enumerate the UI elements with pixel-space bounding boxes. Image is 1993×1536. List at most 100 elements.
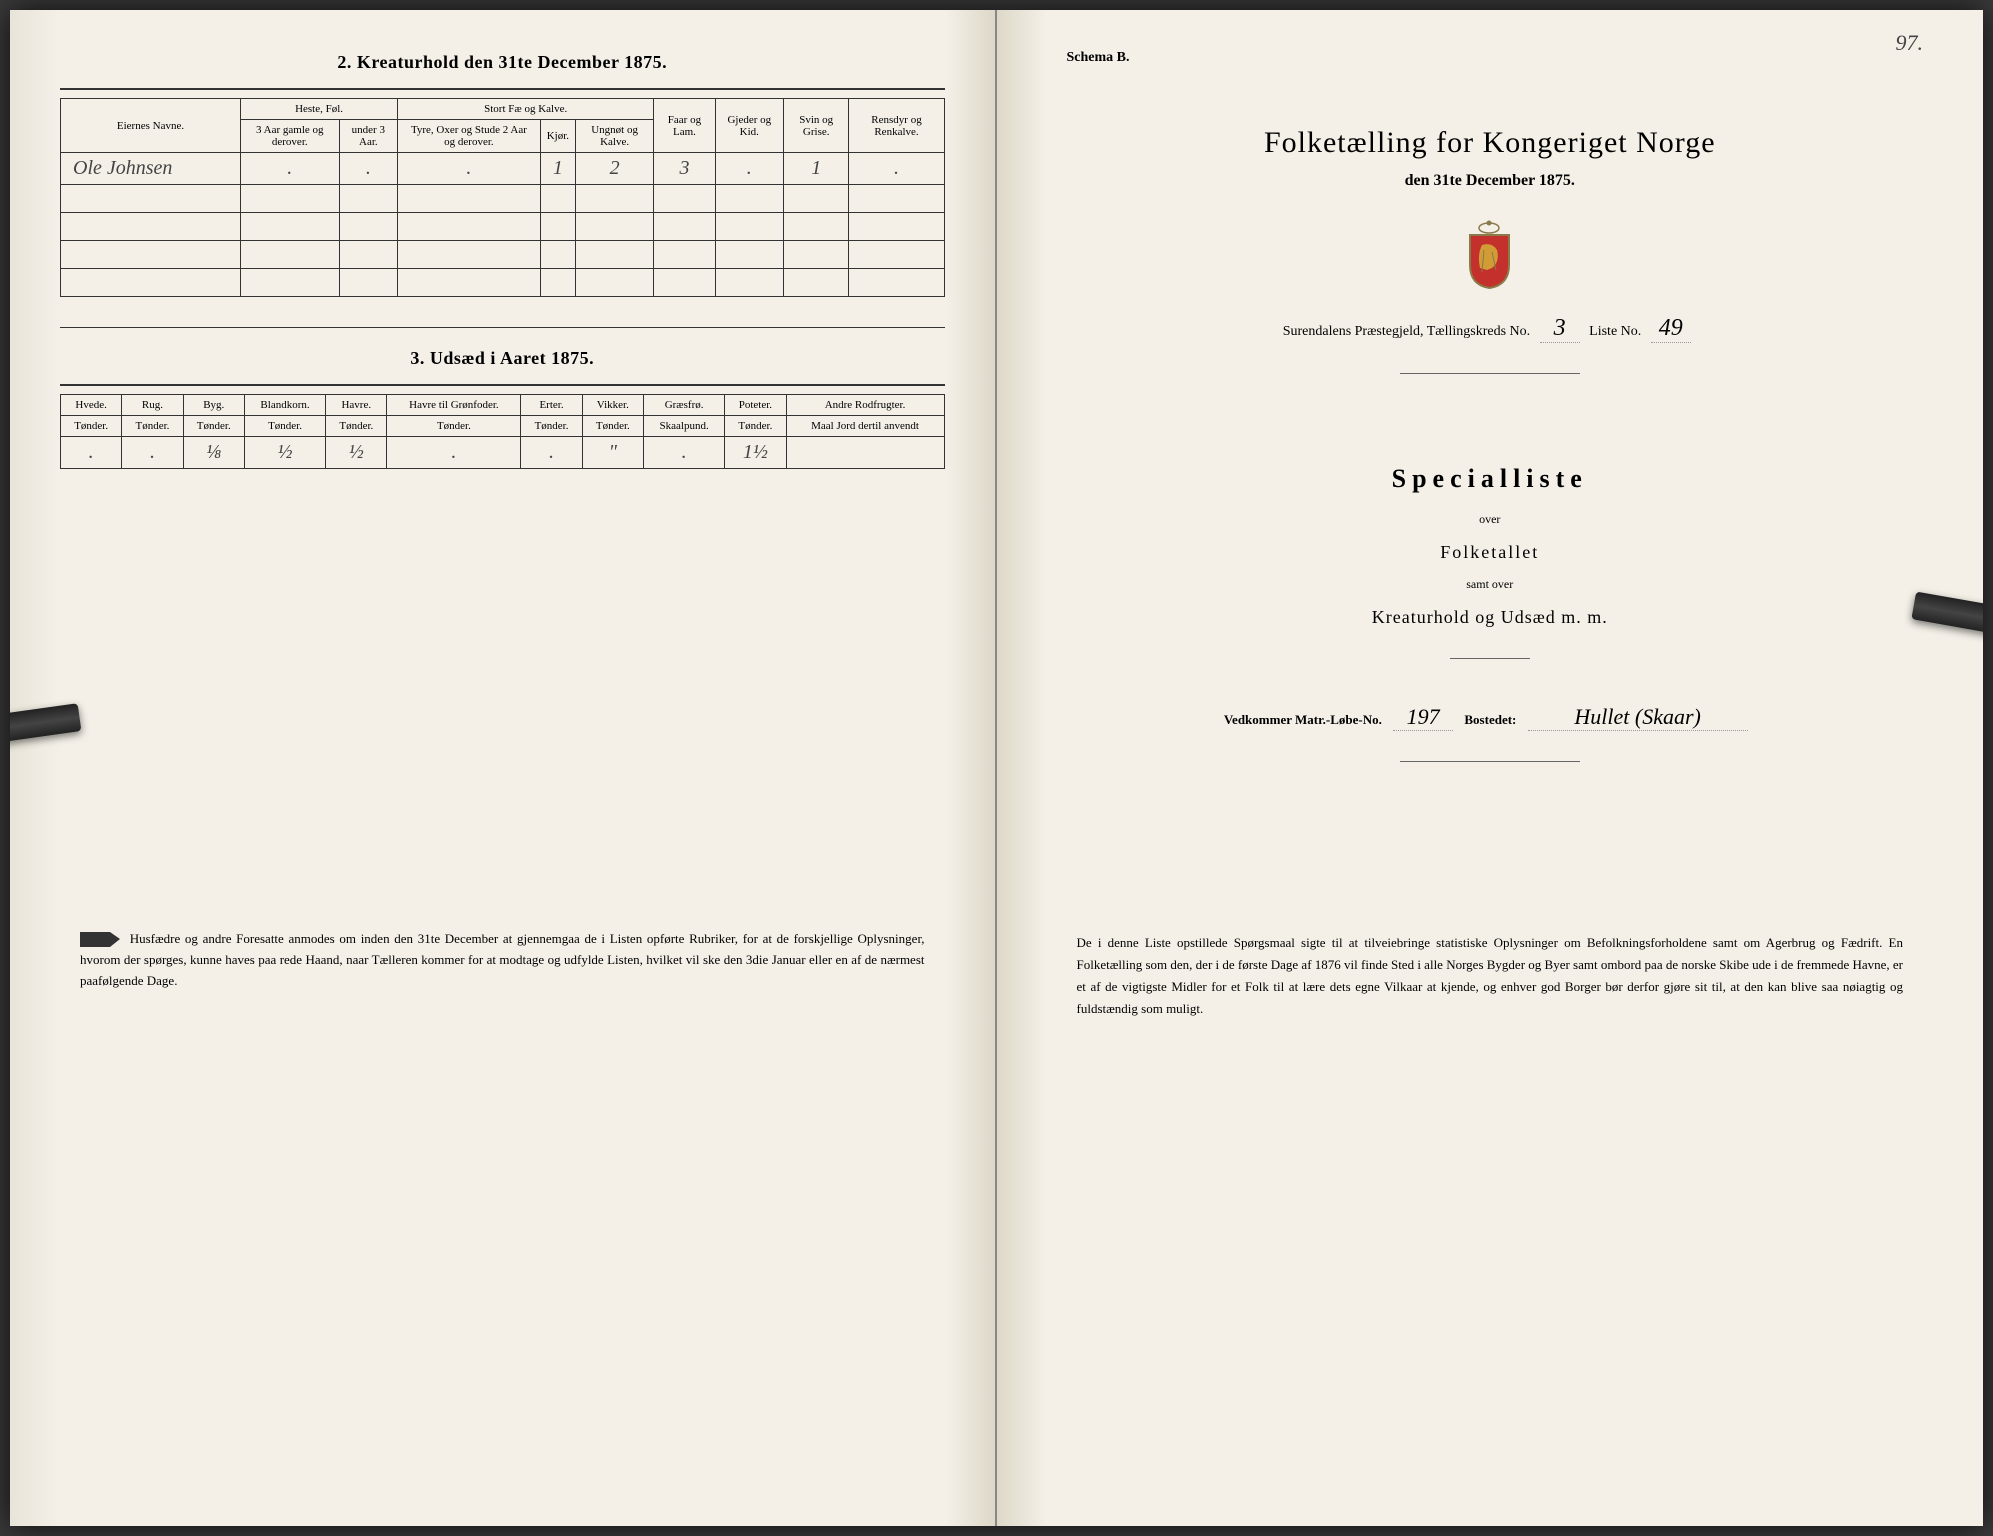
th-horses: Heste, Føl. (241, 99, 398, 120)
th-calves: Ungnøt og Kalve. (576, 120, 654, 153)
bostedet-label: Bostedet: (1464, 712, 1516, 727)
cell: 3 (654, 153, 715, 185)
th: Erter. (521, 395, 582, 416)
matr-label: Vedkommer Matr.-Løbe-No. (1224, 712, 1382, 727)
section2-title: 2. Kreaturhold den 31te December 1875. (60, 52, 945, 73)
th-unit: Tønder. (61, 416, 122, 437)
liste-number: 49 (1651, 315, 1691, 343)
kreaturhold-label: Kreaturhold og Udsæd m. m. (1047, 607, 1934, 628)
th-cows: Kjør. (540, 120, 575, 153)
cell: " (582, 437, 643, 469)
divider (60, 384, 945, 386)
divider (60, 327, 945, 328)
cell: 2 (576, 153, 654, 185)
samt-label: samt over (1047, 577, 1934, 592)
matr-number: 197 (1393, 704, 1453, 731)
th: Rug. (122, 395, 183, 416)
matr-line: Vedkommer Matr.-Løbe-No. 197 Bostedet: H… (1047, 704, 1934, 731)
cell: 1½ (725, 437, 786, 469)
th-sheep: Faar og Lam. (654, 99, 715, 153)
th: Hvede. (61, 395, 122, 416)
over-label: over (1047, 512, 1934, 527)
census-date: den 31te December 1875. (1047, 172, 1934, 190)
seed-table-wrap: Hvede. Rug. Byg. Blandkorn. Havre. Havre… (60, 394, 945, 469)
livestock-table-wrap: Eiernes Navne. Heste, Føl. Stort Fæ og K… (60, 98, 945, 297)
cell-owner: Ole Johnsen (61, 153, 241, 185)
page-clip-right (1911, 592, 1983, 637)
th: Poteter. (725, 395, 786, 416)
th: Blandkorn. (244, 395, 325, 416)
cell: . (398, 153, 541, 185)
divider (1450, 658, 1530, 659)
th: Andre Rodfrugter. (786, 395, 944, 416)
th-unit: Tønder. (122, 416, 183, 437)
divider (1400, 761, 1580, 762)
section3-title: 3. Udsæd i Aaret 1875. (60, 348, 945, 369)
th-owner: Eiernes Navne. (61, 99, 241, 153)
pointing-hand-icon (80, 932, 110, 947)
folketallet-label: Folketallet (1047, 542, 1934, 563)
seed-table: Hvede. Rug. Byg. Blandkorn. Havre. Havre… (60, 394, 945, 469)
divider (60, 88, 945, 90)
th-unit: Tønder. (387, 416, 521, 437)
table-row: Ole Johnsen . . . 1 2 3 . 1 . (61, 153, 945, 185)
coat-of-arms-icon (1462, 220, 1517, 290)
district-line: Surendalens Præstegjeld, Tællingskreds N… (1047, 315, 1934, 343)
th: Havre. (326, 395, 387, 416)
th-unit: Tønder. (183, 416, 244, 437)
th-pigs: Svin og Grise. (783, 99, 849, 153)
table-row: . . ⅛ ½ ½ . . " . 1½ (61, 437, 945, 469)
right-page: Schema B. 97. Folketælling for Kongerige… (997, 10, 1984, 1526)
district-number: 3 (1540, 315, 1580, 343)
th-unit: Tønder. (326, 416, 387, 437)
th-unit: Tønder. (521, 416, 582, 437)
bostedet-value: Hullet (Skaar) (1528, 704, 1748, 731)
th-unit: Skaalpund. (643, 416, 724, 437)
cell: . (521, 437, 582, 469)
th: Havre til Grønfoder. (387, 395, 521, 416)
divider (1400, 373, 1580, 374)
cell: . (387, 437, 521, 469)
table-row (61, 185, 945, 213)
cell: ⅛ (183, 437, 244, 469)
book-spread: 2. Kreaturhold den 31te December 1875. E… (10, 10, 1983, 1526)
th-horses-3plus: 3 Aar gamle og derover. (241, 120, 340, 153)
cell (786, 437, 944, 469)
cell: . (241, 153, 340, 185)
table-row (61, 241, 945, 269)
cell: . (61, 437, 122, 469)
cell: . (339, 153, 398, 185)
th: Vikker. (582, 395, 643, 416)
th: Byg. (183, 395, 244, 416)
schema-label: Schema B. (1067, 50, 1934, 66)
th-cattle: Stort Fæ og Kalve. (398, 99, 654, 120)
specialliste-title: Specialliste (1047, 464, 1934, 494)
cell: ½ (244, 437, 325, 469)
left-page: 2. Kreaturhold den 31te December 1875. E… (10, 10, 997, 1526)
district-label: Surendalens Præstegjeld, Tællingskreds N… (1283, 324, 1530, 339)
livestock-table: Eiernes Navne. Heste, Føl. Stort Fæ og K… (60, 98, 945, 297)
cell: . (643, 437, 724, 469)
th-unit: Tønder. (244, 416, 325, 437)
th: Græsfrø. (643, 395, 724, 416)
th-unit: Tønder. (582, 416, 643, 437)
cell: . (715, 153, 783, 185)
page-number: 97. (1896, 30, 1924, 56)
th-bulls: Tyre, Oxer og Stude 2 Aar og derover. (398, 120, 541, 153)
left-footer-note: Husfædre og andre Foresatte anmodes om i… (60, 929, 945, 991)
cell: 1 (540, 153, 575, 185)
cell: ½ (326, 437, 387, 469)
right-footer-text: De i denne Liste opstillede Spørgsmaal s… (1047, 932, 1934, 1020)
census-title: Folketælling for Kongeriget Norge (1047, 126, 1934, 160)
liste-label: Liste No. (1589, 324, 1641, 339)
th-unit: Tønder. (725, 416, 786, 437)
cell: 1 (783, 153, 849, 185)
table-row (61, 269, 945, 297)
cell: . (849, 153, 944, 185)
th-reindeer: Rensdyr og Renkalve. (849, 99, 944, 153)
th-horses-u3: under 3 Aar. (339, 120, 398, 153)
footer-text: Husfædre og andre Foresatte anmodes om i… (80, 931, 925, 988)
cell: . (122, 437, 183, 469)
th-unit: Maal Jord dertil anvendt (786, 416, 944, 437)
th-goats: Gjeder og Kid. (715, 99, 783, 153)
